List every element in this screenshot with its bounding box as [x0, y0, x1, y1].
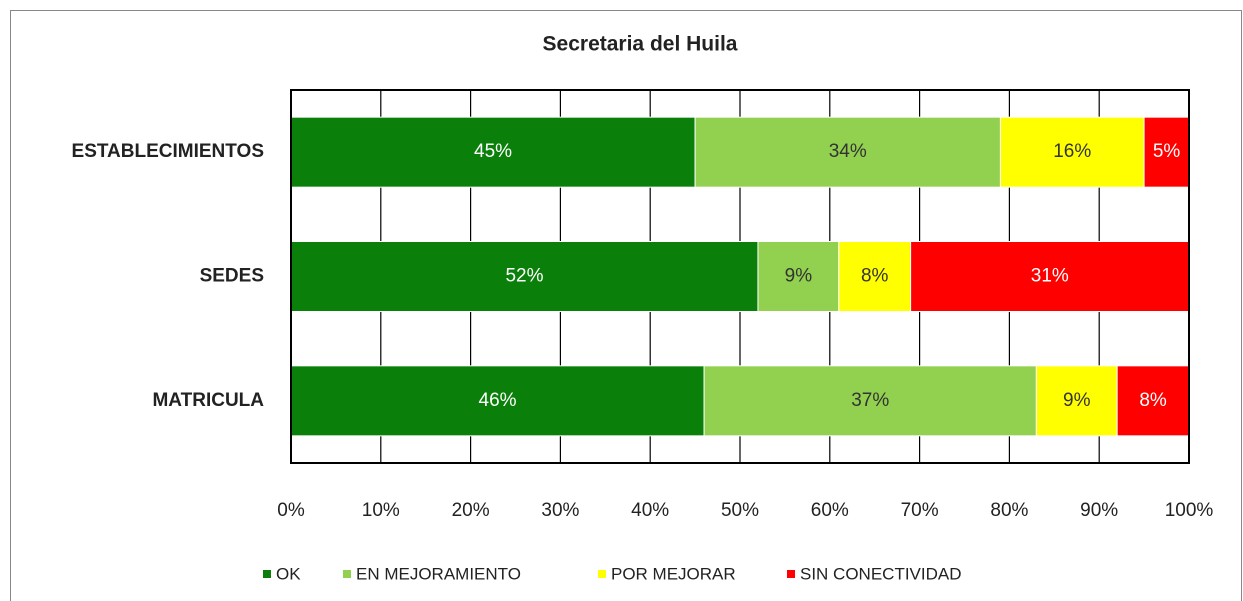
y-tick-label: SEDES [200, 266, 264, 287]
bar-segment [290, 365, 705, 437]
value-label: 37% [851, 390, 889, 411]
legend-label: OK [276, 564, 301, 583]
bar-segment [757, 241, 840, 312]
value-label: 31% [1031, 266, 1069, 287]
x-tick-label: 0% [277, 500, 305, 521]
legend-swatch [598, 570, 606, 578]
x-tick-label: 100% [1165, 500, 1214, 521]
value-label: 46% [479, 390, 517, 411]
x-tick-label: 50% [721, 500, 759, 521]
x-tick-label: 90% [1080, 500, 1118, 521]
legend-swatch [343, 570, 351, 578]
x-tick-label: 10% [362, 500, 400, 521]
bar-segment [694, 116, 1001, 188]
bar-segment [1116, 365, 1190, 437]
bar-segment [910, 241, 1190, 312]
plot-border [290, 89, 1190, 464]
x-tick-label: 30% [541, 500, 579, 521]
legend-swatch [787, 570, 795, 578]
legend-label: EN MEJORAMIENTO [356, 564, 521, 583]
bar-segment [1035, 365, 1118, 437]
legend-swatch [263, 570, 271, 578]
x-tick-label: 60% [811, 500, 849, 521]
y-tick-label: ESTABLECIMIENTOS [72, 141, 264, 162]
x-tick-label: 20% [452, 500, 490, 521]
x-tick-label: 70% [901, 500, 939, 521]
value-label: 9% [785, 266, 813, 287]
value-label: 8% [861, 266, 889, 287]
legend-label: POR MEJORAR [611, 564, 736, 583]
value-label: 5% [1153, 141, 1181, 162]
bar-segment [290, 116, 696, 188]
value-label: 9% [1063, 390, 1091, 411]
bar-segment [1143, 116, 1190, 188]
bar-segment [838, 241, 912, 312]
value-label: 52% [505, 266, 543, 287]
bar-segment [703, 365, 1037, 437]
value-label: 16% [1053, 141, 1091, 162]
x-tick-label: 40% [631, 500, 669, 521]
x-tick-label: 80% [990, 500, 1028, 521]
chart-frame [10, 10, 1242, 601]
y-tick-label: MATRICULA [152, 390, 264, 411]
value-label: 34% [829, 141, 867, 162]
legend-label: SIN CONECTIVIDAD [800, 564, 962, 583]
chart-title: Secretaria del Huila [543, 33, 738, 56]
bar-segment [999, 116, 1145, 188]
bar-segment [290, 241, 759, 312]
value-label: 8% [1139, 390, 1167, 411]
value-label: 45% [474, 141, 512, 162]
